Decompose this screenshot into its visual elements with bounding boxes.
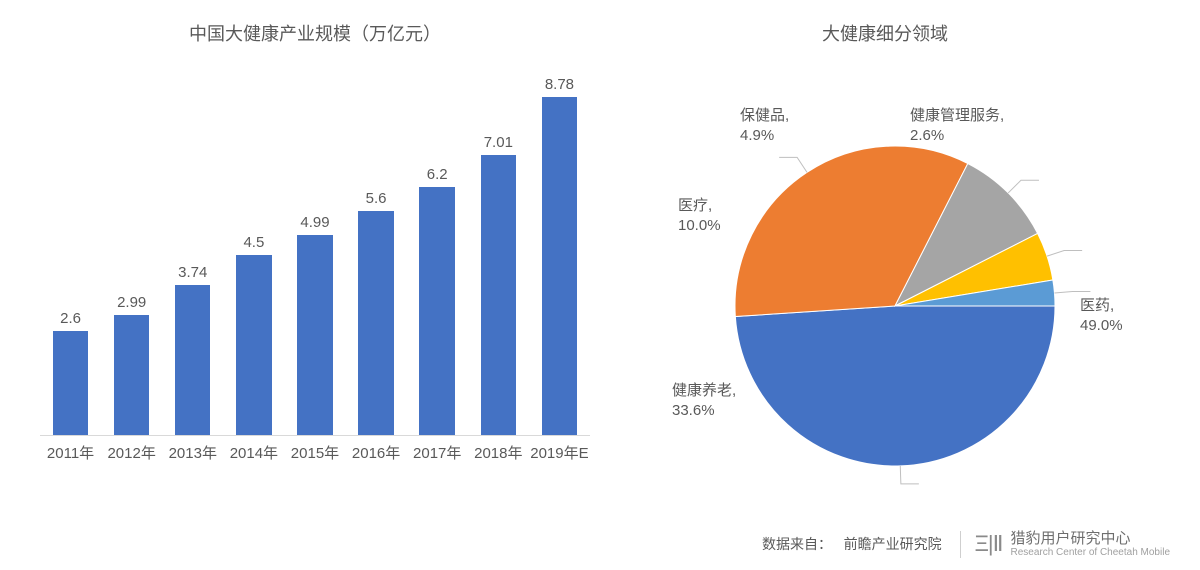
bar-value-label: 5.6	[366, 190, 387, 207]
bar-rect	[542, 97, 577, 435]
bar-rect	[358, 211, 393, 435]
bar-chart-area: 2.62.993.744.54.995.66.27.018.78 2011年20…	[40, 76, 590, 476]
pie-leader-line	[900, 466, 919, 484]
bar-category-label: 2014年	[223, 442, 284, 463]
pie-chart-panel: 大健康细分领域 医药,49.0% 健康养老,33.6% 医疗,10.0% 保健品,4.…	[600, 20, 1170, 520]
pie-leader-line	[1008, 180, 1039, 193]
bar-column: 6.2	[407, 76, 468, 435]
pie-slice-label: 医药,49.0%	[1080, 296, 1123, 335]
bar-column: 4.99	[284, 76, 345, 435]
bar-column: 2.99	[101, 76, 162, 435]
bar-rect	[114, 315, 149, 435]
bar-category-label: 2015年	[284, 442, 345, 463]
bar-rect	[419, 187, 454, 435]
source-value: 前瞻产业研究院	[844, 536, 942, 552]
bar-value-label: 6.2	[427, 166, 448, 183]
pie-leader-line	[779, 157, 807, 172]
bar-rect	[236, 255, 271, 435]
pie-leader-line	[1054, 291, 1090, 292]
bar-column: 4.5	[223, 76, 284, 435]
bar-category-label: 2019年E	[529, 442, 590, 463]
bar-rect	[53, 331, 88, 435]
bar-value-label: 3.74	[178, 264, 207, 281]
pie-chart-title: 大健康细分领域	[600, 20, 1170, 46]
chart-container: 中国大健康产业规模（万亿元） 2.6 2.99 3.74 4.5 4.99 5.6 6.2 7…	[0, 0, 1200, 570]
bar-rect	[175, 285, 210, 435]
bar-column: 2.6	[40, 76, 101, 435]
pie-chart-area: 医药,49.0% 健康养老,33.6% 医疗,10.0% 保健品,4.9% 健康管理服务…	[600, 76, 1170, 506]
bar-category-label: 2012年	[101, 442, 162, 463]
bar-value-label: 4.99	[300, 214, 329, 231]
brand-name-cn: 猎豹用户研究中心	[1010, 531, 1170, 548]
bar-category-label: 2011年	[40, 442, 101, 463]
bar-value-label: 2.6	[60, 310, 81, 327]
bar-chart-panel: 中国大健康产业规模（万亿元） 2.6 2.99 3.74 4.5 4.99 5.6 6.2 7…	[30, 20, 600, 520]
bar-category-label: 2017年	[407, 442, 468, 463]
brand-text: 猎豹用户研究中心 Research Center of Cheetah Mobi…	[1010, 531, 1170, 559]
bar-category-label: 2018年	[468, 442, 529, 463]
bar-group: 2.6 2.99 3.74 4.5 4.99 5.6 6.2 7.01 8.78	[40, 76, 590, 436]
bar-category-label: 2013年	[162, 442, 223, 463]
bar-value-label: 7.01	[484, 134, 513, 151]
bar-value-label: 4.5	[243, 234, 264, 251]
pie-slice-label: 保健品,4.9%	[740, 106, 789, 145]
bar-rect	[481, 155, 516, 435]
bar-categories: 2011年2012年2013年2014年2015年2016年2017年2018年…	[40, 442, 590, 463]
pie-slice-label: 医疗,10.0%	[678, 196, 721, 235]
bar-value-label: 2.99	[117, 294, 146, 311]
source-label: 数据来自：	[762, 536, 832, 552]
bar-column: 3.74	[162, 76, 223, 435]
source-text: 数据来自： 前瞻产业研究院	[762, 534, 942, 554]
brand-logo-icon: Ξ|Ⅱ	[975, 531, 1003, 557]
footer: 数据来自： 前瞻产业研究院 Ξ|Ⅱ 猎豹用户研究中心 Research Cent…	[762, 531, 1170, 559]
bar-column: 5.6	[346, 76, 407, 435]
pie-svg	[605, 76, 1165, 496]
bar-value-label: 8.78	[545, 76, 574, 93]
bar-category-label: 2016年	[346, 442, 407, 463]
bar-rect	[297, 235, 332, 435]
brand: Ξ|Ⅱ 猎豹用户研究中心 Research Center of Cheetah …	[960, 531, 1170, 559]
pie-slice-label: 健康养老,33.6%	[672, 381, 736, 420]
pie-leader-line	[1047, 251, 1082, 257]
bar-column: 8.78	[529, 76, 590, 435]
pie-slice-label: 健康管理服务,2.6%	[910, 106, 1004, 145]
bar-column: 7.01	[468, 76, 529, 435]
bar-chart-title: 中国大健康产业规模（万亿元）	[30, 20, 600, 46]
pie-slice	[735, 306, 1055, 466]
brand-name-en: Research Center of Cheetah Mobile	[1010, 547, 1170, 558]
